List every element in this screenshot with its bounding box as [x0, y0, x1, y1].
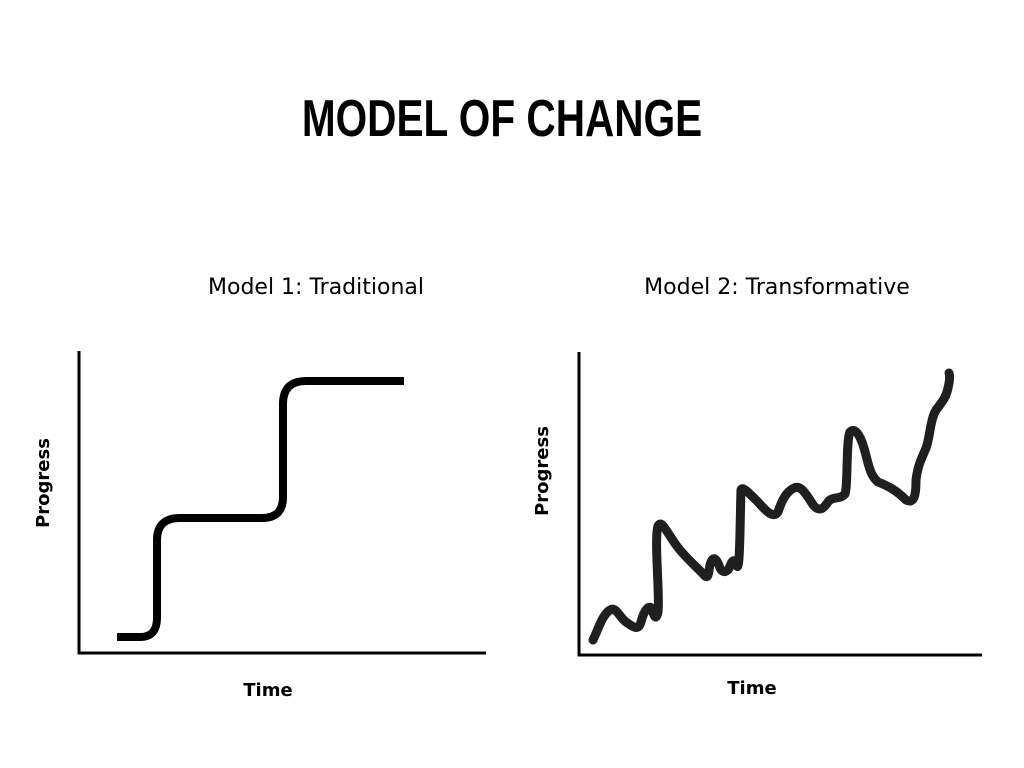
model-1-y-axis-label: Progress — [33, 438, 54, 528]
model-2-x-axis-label: Time — [727, 678, 777, 699]
model-2-jagged-curve — [588, 368, 955, 645]
model-1-step-curve — [117, 377, 404, 641]
page-title: MODEL OF CHANGE — [301, 90, 703, 148]
model-1-title: Model 1: Traditional — [208, 275, 424, 300]
model-2-y-axis-label: Progress — [532, 426, 553, 516]
model-2-title: Model 2: Transformative — [644, 275, 910, 300]
model-2-axes — [577, 352, 982, 657]
model-1-x-axis-label: Time — [243, 680, 293, 701]
model-1-axes — [77, 351, 486, 655]
